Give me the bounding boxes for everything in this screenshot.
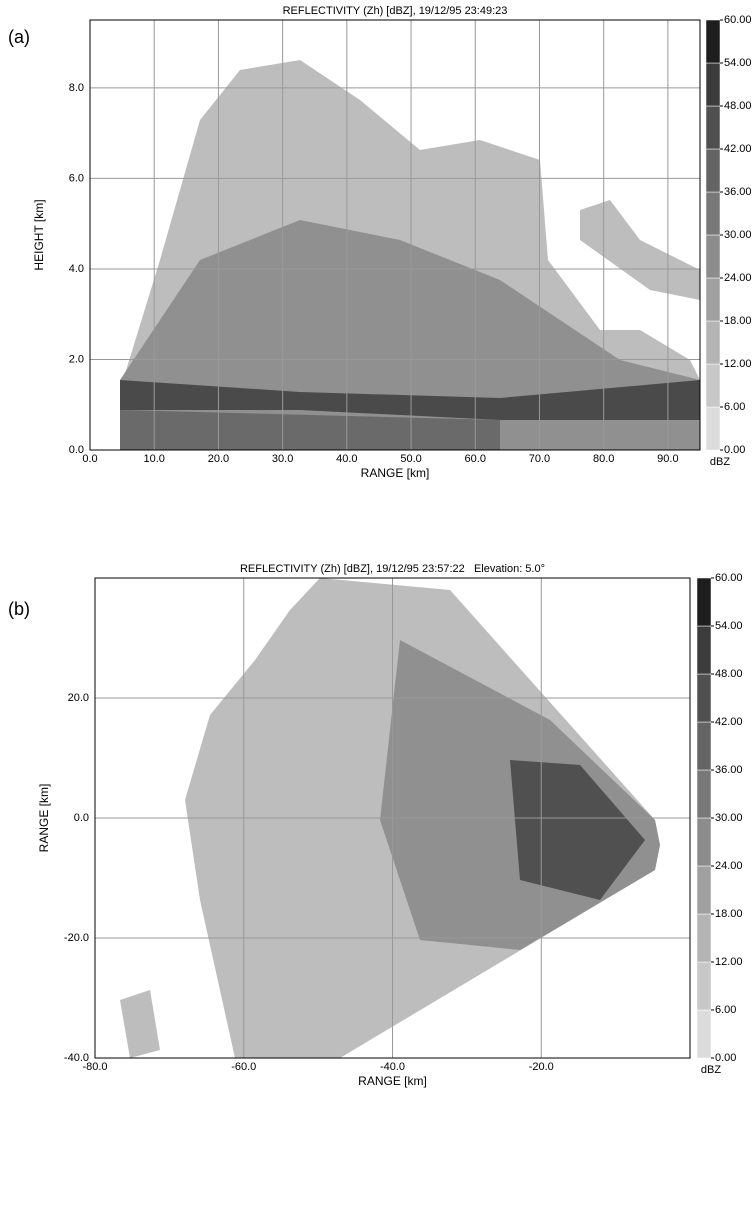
x-tick-label: -40.0 (380, 1061, 405, 1073)
radar-echo-a (120, 60, 700, 450)
y-tick-label: 2.0 (69, 353, 84, 365)
x-tick-label: -60.0 (231, 1061, 256, 1073)
colorbar-band (696, 817, 712, 867)
plot-frame (89, 19, 701, 451)
y-axis-label: RANGE [km] (37, 784, 51, 853)
colorbar-tick-label: 6.00 (715, 1004, 736, 1016)
colorbar-tick-label: 60.00 (724, 14, 752, 26)
chart-title: REFLECTIVITY (Zh) [dBZ], 19/12/95 23:49:… (283, 5, 508, 17)
colorbar-tick-label: 30.00 (715, 812, 743, 824)
x-tick-label: 70.0 (529, 453, 550, 465)
colorbar-tick-label: 48.00 (715, 668, 743, 680)
colorbar-tick-label: 0.00 (715, 1052, 736, 1064)
colorbar-tick-label: 54.00 (715, 620, 743, 632)
x-tick-label: 40.0 (336, 453, 357, 465)
colorbar-band (696, 913, 712, 963)
colorbar-band (705, 406, 721, 451)
colorbar-band (696, 1009, 712, 1059)
x-axis-label: RANGE [km] (358, 1074, 427, 1088)
y-tick-label: -40.0 (64, 1052, 89, 1064)
x-axis-label: RANGE [km] (361, 466, 430, 480)
colorbar-label: dBZ (710, 456, 730, 468)
x-tick-label: 50.0 (400, 453, 421, 465)
y-tick-label: -20.0 (64, 932, 89, 944)
colorbar-band (705, 191, 721, 236)
colorbar-band (705, 363, 721, 408)
colorbar-band (696, 769, 712, 819)
y-tick-label: 6.0 (69, 172, 84, 184)
colorbar-band (705, 148, 721, 193)
panel-label: (a) (8, 27, 30, 47)
colorbar-tick-label: 24.00 (715, 860, 743, 872)
x-tick-label: 60.0 (465, 453, 486, 465)
y-tick-label: 4.0 (69, 263, 84, 275)
colorbar-tick-label: 30.00 (724, 229, 752, 241)
panel-label: (b) (8, 599, 30, 619)
colorbar-tick-label: 18.00 (724, 315, 752, 327)
colorbar-tick-label: 54.00 (724, 57, 752, 69)
y-tick-label: 0.0 (74, 812, 89, 824)
plot-frame (94, 577, 691, 1059)
x-tick-label: 90.0 (657, 453, 678, 465)
colorbar-tick-label: 6.00 (724, 401, 745, 413)
colorbar-tick-label: 18.00 (715, 908, 743, 920)
colorbar-tick-label: 36.00 (715, 764, 743, 776)
colorbar-band (705, 105, 721, 150)
x-tick-label: 0.0 (82, 453, 97, 465)
y-tick-label: 20.0 (68, 692, 89, 704)
y-tick-label: 0.0 (69, 444, 84, 456)
colorbar-band (705, 19, 721, 64)
colorbar-band (705, 62, 721, 107)
colorbar-tick-label: 12.00 (724, 358, 752, 370)
x-tick-label: 80.0 (593, 453, 614, 465)
colorbar-band (696, 721, 712, 771)
colorbar-tick-label: 48.00 (724, 100, 752, 112)
colorbar-band (696, 961, 712, 1011)
colorbar-tick-label: 36.00 (724, 186, 752, 198)
colorbar-band (705, 320, 721, 365)
colorbar-tick-label: 12.00 (715, 956, 743, 968)
y-tick-label: 8.0 (69, 82, 84, 94)
colorbar-label: dBZ (701, 1064, 721, 1076)
colorbar-tick-label: 42.00 (724, 143, 752, 155)
colorbar-band (705, 277, 721, 322)
colorbar-band (696, 577, 712, 627)
colorbar-tick-label: 0.00 (724, 444, 745, 456)
colorbar-tick-label: 60.00 (715, 572, 743, 584)
colorbar-tick-label: 42.00 (715, 716, 743, 728)
colorbar-band (696, 673, 712, 723)
colorbar-band (696, 625, 712, 675)
x-tick-label: -80.0 (82, 1061, 107, 1073)
y-axis-label: HEIGHT [km] (32, 199, 46, 270)
x-tick-label: -20.0 (529, 1061, 554, 1073)
x-tick-label: 10.0 (143, 453, 164, 465)
chart-title: REFLECTIVITY (Zh) [dBZ], 19/12/95 23:57:… (240, 563, 545, 575)
colorbar-band (696, 865, 712, 915)
x-tick-label: 30.0 (272, 453, 293, 465)
colorbar-tick-label: 24.00 (724, 272, 752, 284)
colorbar-band (705, 234, 721, 279)
x-tick-label: 20.0 (208, 453, 229, 465)
